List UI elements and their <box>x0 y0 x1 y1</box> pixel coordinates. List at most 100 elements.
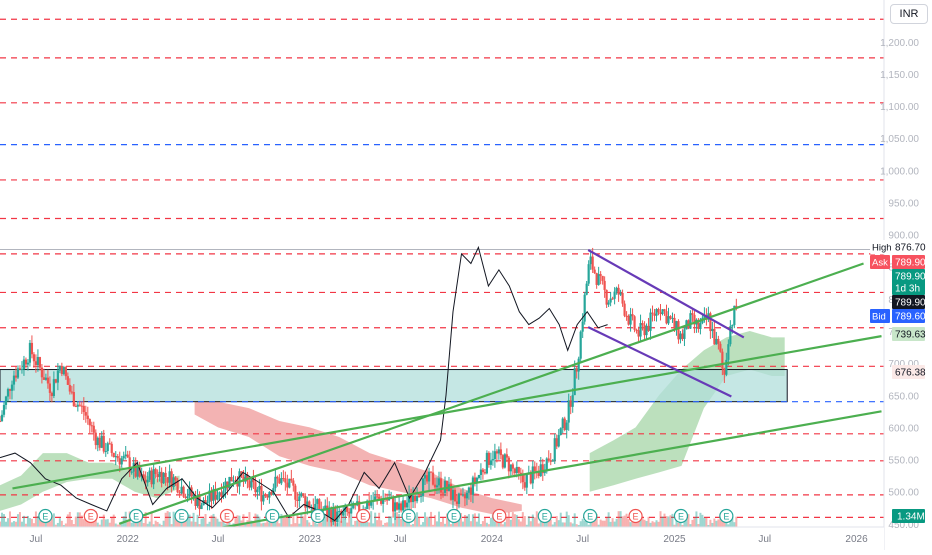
volume-bar <box>74 516 77 527</box>
volume-bar <box>539 520 542 527</box>
volume-bar <box>352 524 355 527</box>
volume-bar <box>312 519 315 527</box>
candle-body <box>727 344 730 360</box>
candle-body <box>655 308 658 316</box>
volume-bar <box>298 523 301 527</box>
volume-bar <box>705 517 708 527</box>
candle-body <box>280 478 283 484</box>
candle-body <box>174 477 177 480</box>
volume-bar <box>158 523 161 527</box>
volume-bar <box>238 515 241 527</box>
candle-body <box>78 404 81 406</box>
volume-bar <box>296 513 299 527</box>
candle-body <box>429 471 433 473</box>
candle-body <box>689 313 692 329</box>
price-label-box <box>892 269 925 283</box>
candle-body <box>94 432 97 446</box>
volume-bar <box>735 516 738 527</box>
candle-body <box>683 329 686 339</box>
earnings-marker <box>83 508 98 524</box>
candle-body <box>537 471 540 477</box>
volume-bar <box>374 512 377 527</box>
candle-body <box>581 321 584 332</box>
candle-body <box>214 488 217 500</box>
candle-body <box>461 494 465 496</box>
volume-bar <box>142 523 145 527</box>
volume-bar <box>252 522 255 527</box>
volume-bar <box>8 511 11 527</box>
green-trendline <box>118 262 864 525</box>
time-tick-label: Jul <box>758 534 771 545</box>
candle-body <box>232 480 235 482</box>
volume-bar <box>485 522 488 527</box>
earnings-marker-label: E <box>360 512 366 522</box>
volume-bar <box>166 511 169 527</box>
earnings-marker <box>492 508 507 524</box>
time-axis[interactable]: Jul 2022 Jul 2023 Jul 2024 Jul 2025 Jul 2026 <box>0 526 884 550</box>
volume-bar <box>180 520 183 527</box>
volume-bar <box>655 520 658 527</box>
volume-bar <box>380 520 383 527</box>
candle-body <box>619 293 622 295</box>
candle-body <box>106 443 109 452</box>
volume-bar <box>80 515 83 527</box>
volume-bar <box>535 511 538 527</box>
volume-bar <box>102 514 105 527</box>
volume-bar <box>583 520 586 527</box>
volume-bar <box>671 513 674 527</box>
volume-bar <box>461 521 464 527</box>
volume-bar <box>603 520 606 527</box>
candle-body <box>182 486 185 497</box>
volume-bar <box>26 515 29 527</box>
candle-body <box>541 464 544 474</box>
volume-bar <box>697 524 700 527</box>
time-tick-label: Jul <box>212 534 225 545</box>
candle-body <box>451 489 455 500</box>
volume-bar <box>172 511 175 527</box>
candle-body <box>651 312 654 314</box>
earnings-marker <box>537 508 552 524</box>
volume-bar <box>140 517 143 527</box>
volume-bar <box>685 514 688 527</box>
volume-bar <box>200 518 203 527</box>
candle-body <box>559 428 562 436</box>
candle-body <box>34 361 38 365</box>
candle-body <box>178 492 181 494</box>
price-label-tag: Ask <box>872 258 888 269</box>
volume-bar <box>707 524 710 527</box>
candle-body <box>477 474 481 478</box>
candle-body <box>298 496 301 501</box>
candle-body <box>158 471 161 478</box>
volume-bar <box>428 516 431 527</box>
candle-body <box>222 490 225 497</box>
volume-bar <box>68 511 71 527</box>
volume-bar <box>631 519 634 527</box>
volume-bar <box>625 513 628 527</box>
volume-bar <box>370 511 373 527</box>
volume-bar <box>208 521 211 527</box>
volume-bar <box>410 524 413 527</box>
volume-bar <box>342 514 345 527</box>
candle-body <box>186 496 189 499</box>
candle-body <box>733 305 736 326</box>
volume-bar <box>116 524 119 527</box>
candle-body <box>278 478 281 484</box>
earnings-marker-label: E <box>633 512 639 522</box>
candle-body <box>455 501 459 504</box>
candle-body <box>491 459 494 461</box>
volume-bar <box>517 519 520 527</box>
candle-body <box>413 495 417 502</box>
candle-body <box>499 449 502 456</box>
volume-bar <box>174 515 177 527</box>
volume-bar <box>414 516 417 527</box>
volume-bar <box>527 516 530 527</box>
volume-bar <box>611 518 614 527</box>
candle-body <box>515 466 518 473</box>
volume-bar <box>669 515 672 527</box>
volume-bar <box>384 522 387 527</box>
currency-button[interactable]: INR <box>890 4 928 24</box>
candle-body <box>122 456 125 459</box>
volume-bar <box>156 521 159 527</box>
